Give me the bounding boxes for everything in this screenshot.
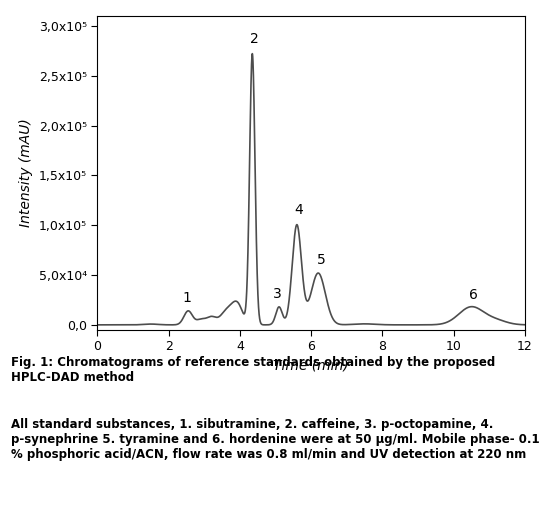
Text: 4: 4 [294,203,303,217]
Text: All standard substances, 1. sibutramine, 2. caffeine, 3. p-octopamine, 4. p-syne: All standard substances, 1. sibutramine,… [11,418,539,461]
Text: 6: 6 [469,288,478,302]
Text: 3: 3 [273,287,282,301]
Y-axis label: Intensity (mAU): Intensity (mAU) [19,119,33,227]
Text: Fig. 1: Chromatograms of reference standards obtained by the proposed HPLC-DAD m: Fig. 1: Chromatograms of reference stand… [11,356,495,385]
Text: 1: 1 [182,291,191,305]
Text: 5: 5 [318,253,326,267]
X-axis label: Time (min): Time (min) [273,359,349,373]
Text: 2: 2 [250,32,259,46]
